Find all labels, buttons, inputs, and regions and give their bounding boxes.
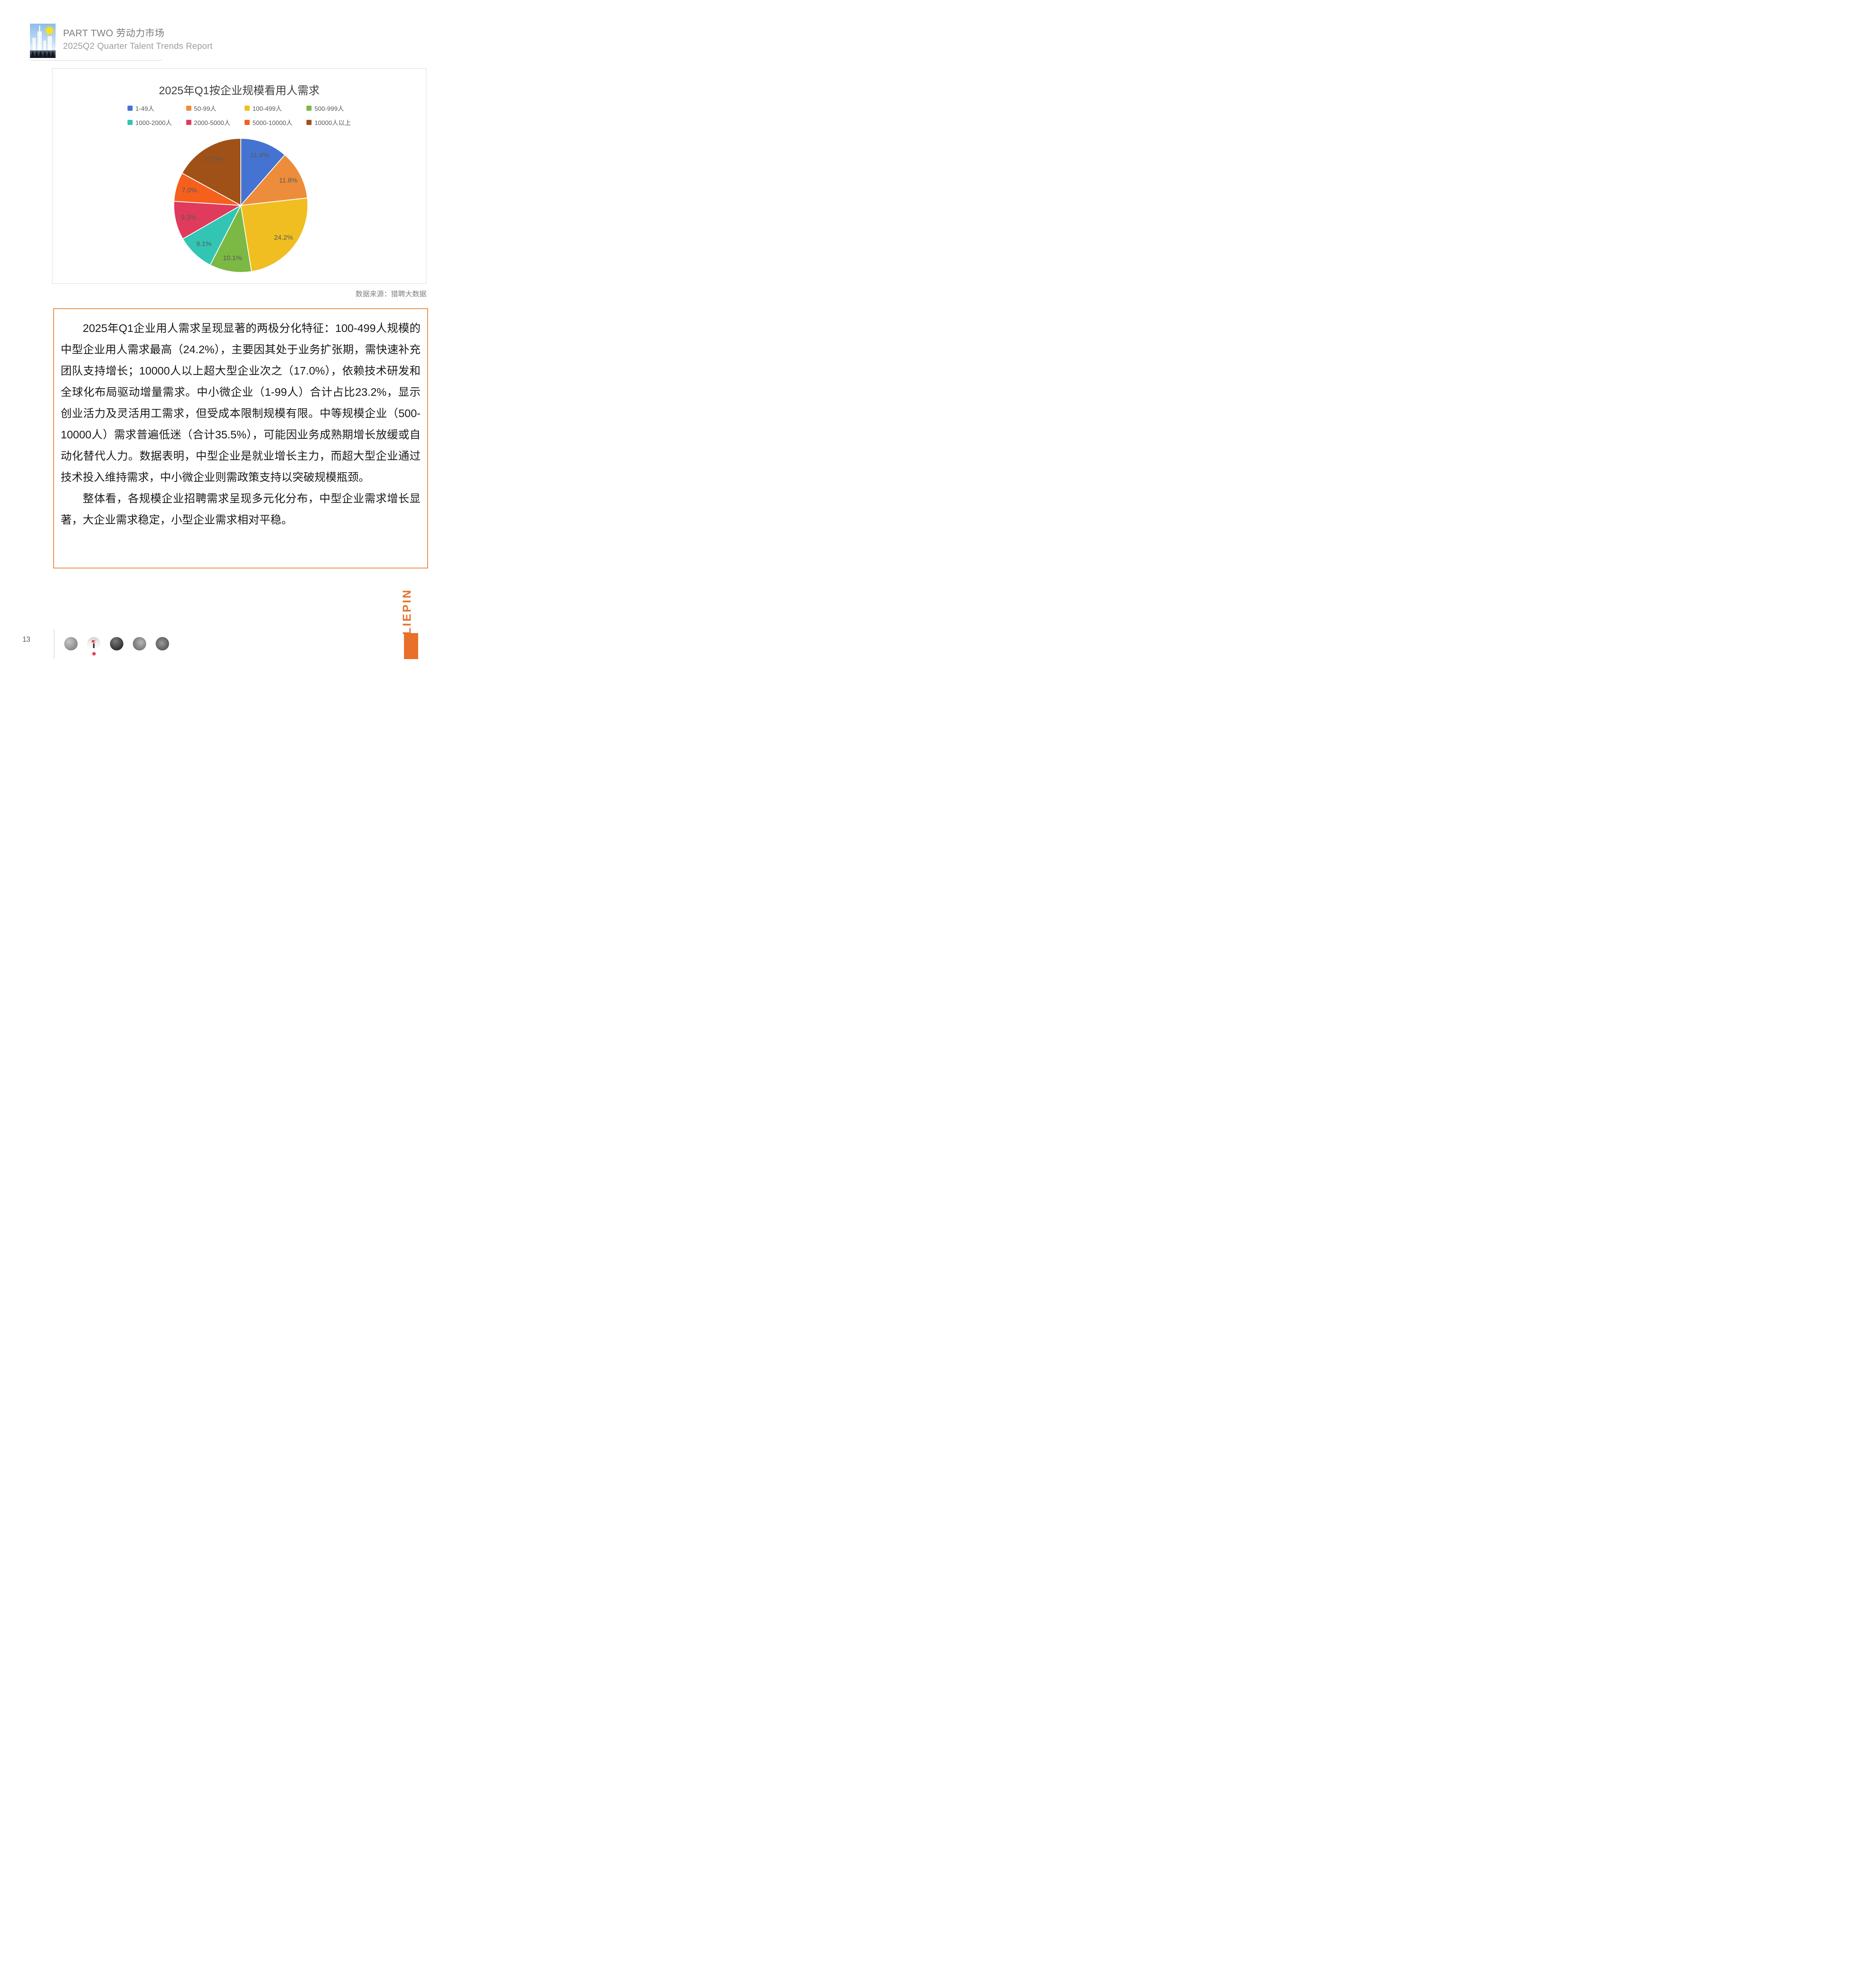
legend-label: 500-999人 bbox=[314, 106, 344, 112]
pie-slice bbox=[240, 154, 308, 206]
avatar bbox=[64, 637, 78, 650]
avatar bbox=[133, 637, 146, 650]
pie-slice bbox=[210, 205, 252, 273]
pie-chart: 11.4% 11.8% 24.2% 10.1% 9.1% 9.3% 7.0% 17.0% bbox=[171, 136, 310, 275]
chart-card: 2025年Q1按企业规模看用人需求 1-49人 50-99人 100-499人 500… bbox=[52, 68, 426, 284]
legend-label: 50-99人 bbox=[194, 106, 216, 112]
sun-icon bbox=[46, 27, 53, 34]
legend-label: 10000人以上 bbox=[314, 120, 351, 127]
chart-title: 2025年Q1按企业规模看用人需求 bbox=[159, 84, 320, 97]
legend-label: 2000-5000人 bbox=[194, 120, 231, 127]
pie-slice bbox=[173, 201, 241, 239]
avatar bbox=[87, 637, 100, 650]
analysis-box: 2025年Q1企业用人需求呈现显著的两极分化特征：100-499人规模的中型企业… bbox=[53, 308, 428, 568]
pie-slice-label: 9.1% bbox=[196, 240, 212, 248]
pie-slice-label: 11.4% bbox=[250, 151, 269, 159]
pie-slice bbox=[240, 197, 308, 272]
legend-swatch bbox=[244, 119, 250, 125]
legend-item: 100-499人 bbox=[244, 103, 292, 113]
brand-wordmark: LIEPIN bbox=[396, 588, 419, 635]
legend-swatch bbox=[186, 105, 192, 111]
legend-label: 5000-10000人 bbox=[252, 120, 292, 127]
people-silhouettes bbox=[30, 50, 56, 58]
legend-label: 100-499人 bbox=[252, 106, 282, 112]
chart-legend: 1-49人 50-99人 100-499人 500-999人 1000-2000人 200… bbox=[127, 103, 351, 127]
pie-slice-label: 9.3% bbox=[181, 214, 196, 222]
legend-swatch bbox=[186, 119, 192, 125]
avatar bbox=[110, 637, 123, 650]
pie-slice-label: 10.1% bbox=[223, 254, 242, 262]
legend-label: 1-49人 bbox=[135, 106, 154, 112]
legend-item: 2000-5000人 bbox=[186, 117, 231, 127]
page-number: 13 bbox=[22, 635, 31, 643]
avatar-strip bbox=[64, 637, 169, 650]
header-underline bbox=[31, 60, 162, 61]
report-subtitle: 2025Q2 Quarter Talent Trends Report bbox=[63, 41, 213, 51]
legend-item: 5000-10000人 bbox=[244, 117, 292, 127]
legend-swatch bbox=[127, 119, 133, 125]
pie-slice bbox=[181, 138, 241, 206]
pie-slice-label: 24.2% bbox=[274, 234, 293, 242]
pie-slice bbox=[182, 205, 241, 266]
legend-item: 500-999人 bbox=[306, 103, 351, 113]
legend-label: 1000-2000人 bbox=[135, 120, 172, 127]
pie-slice-label: 17.0% bbox=[204, 155, 223, 163]
report-page: PART TWO 劳动力市场 2025Q2 Quarter Talent Tre… bbox=[0, 0, 469, 664]
legend-item: 10000人以上 bbox=[306, 117, 351, 127]
analysis-paragraph: 2025年Q1企业用人需求呈现显著的两极分化特征：100-499人规模的中型企业… bbox=[61, 322, 421, 483]
legend-item: 50-99人 bbox=[186, 103, 231, 113]
carousel-dot bbox=[92, 652, 96, 656]
section-title: PART TWO 劳动力市场 bbox=[63, 28, 165, 39]
brand-wordmark-text: LIEPIN bbox=[401, 588, 414, 635]
analysis-paragraph: 整体看，各规模企业招聘需求呈现多元化分布，中型企业需求增长显著，大企业需求稳定，… bbox=[61, 492, 421, 526]
legend-item: 1-49人 bbox=[127, 103, 172, 113]
report-logo bbox=[30, 24, 56, 58]
legend-swatch bbox=[306, 119, 312, 125]
legend-item: 1000-2000人 bbox=[127, 117, 172, 127]
pie-slice bbox=[240, 138, 285, 206]
pie-slice-label: 7.0% bbox=[181, 186, 197, 194]
brand-orange-block bbox=[404, 633, 418, 659]
avatar bbox=[156, 637, 169, 650]
legend-swatch bbox=[306, 105, 312, 111]
data-source-note: 数据来源：猎聘大数据 bbox=[355, 290, 426, 298]
pie-slice-label: 11.8% bbox=[279, 176, 298, 184]
legend-swatch bbox=[244, 105, 250, 111]
legend-swatch bbox=[127, 105, 133, 111]
